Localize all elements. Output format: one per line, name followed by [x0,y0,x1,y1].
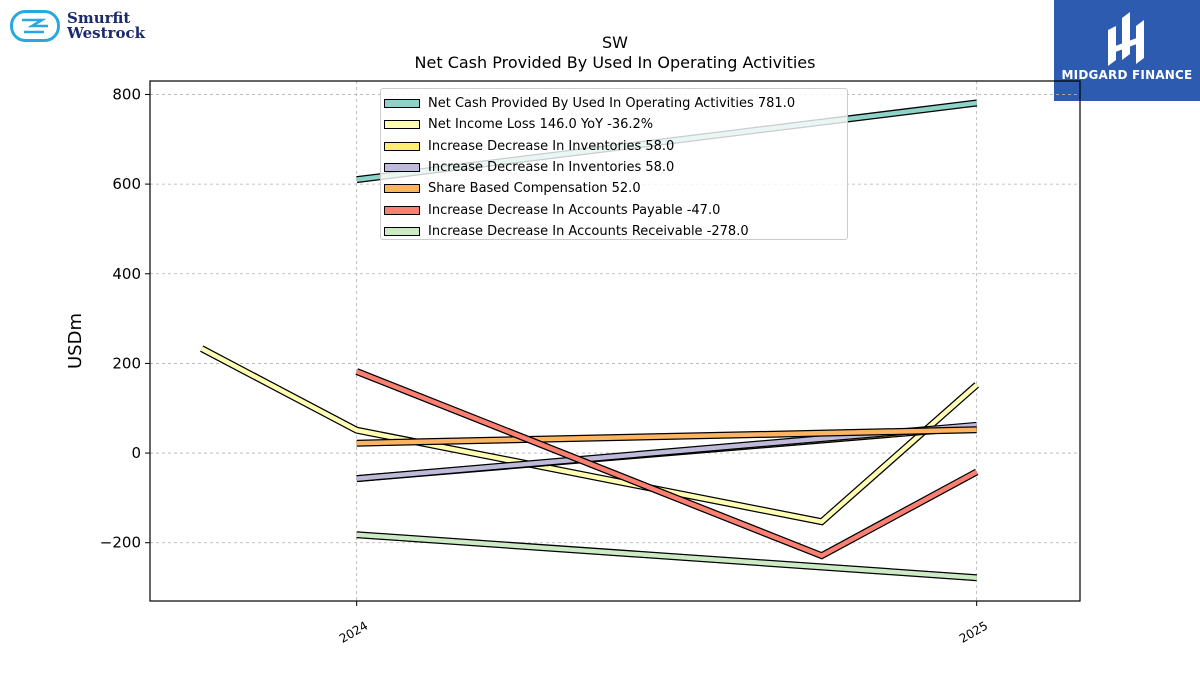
x-tick-label: 2025 [957,618,990,645]
chart-legend: Net Cash Provided By Used In Operating A… [380,88,848,240]
legend-label: Increase Decrease In Accounts Payable -4… [428,202,721,218]
plot-frame [149,80,1081,602]
series-line [355,368,979,560]
y-axis-label: USDm [65,313,86,369]
series-line-fill [356,427,977,446]
series-line-fill [356,532,977,580]
legend-swatch [384,205,420,215]
company-logo-line1: Smurfit [67,9,131,27]
brand-logo-text: MIDGARD FINANCE [1061,68,1193,82]
legend-label: Share Based Compensation 52.0 [428,181,641,197]
legend-swatch [384,120,420,130]
legend-swatch [384,184,420,194]
series-line [356,531,977,582]
y-tick-label: −200 [100,534,141,552]
y-tick-label: 400 [112,265,141,283]
company-logo-text: Smurfit Westrock [67,11,145,41]
legend-swatch [384,163,420,173]
legend-item: Share Based Compensation 52.0 [384,178,847,199]
y-tick-label: 800 [112,85,141,103]
legend-item: Net Cash Provided By Used In Operating A… [384,93,847,114]
legend-swatch [384,226,420,236]
legend-label: Net Income Loss 146.0 YoY -36.2% [428,117,654,133]
legend-label: Increase Decrease In Inventories 58.0 [428,160,675,176]
legend-item: Net Income Loss 146.0 YoY -36.2% [384,114,847,135]
chart-subtitle: Net Cash Provided By Used In Operating A… [414,53,816,72]
legend-item: Increase Decrease In Inventories 58.0 [384,157,847,178]
legend-label: Increase Decrease In Inventories 58.0 [428,138,675,154]
y-tick-label: 0 [131,444,141,462]
smurfit-westrock-logo-icon [10,10,60,42]
legend-item: Increase Decrease In Inventories 58.0 [384,136,847,157]
y-tick-label: 200 [112,354,141,372]
series-line [200,345,980,526]
legend-item: Increase Decrease In Accounts Payable -4… [384,199,847,220]
series-lines [200,99,980,582]
series-line-fill [355,369,978,559]
legend-label: Net Cash Provided By Used In Operating A… [428,96,796,112]
series-line [356,426,977,447]
brand-logo: MIDGARD FINANCE [1054,0,1200,101]
legend-swatch [384,141,420,151]
company-logo-line2: Westrock [67,24,145,42]
x-tick-label: 2024 [337,618,370,645]
legend-label: Increase Decrease In Accounts Receivable… [428,223,749,239]
midgard-finance-logo-icon [1108,12,1144,66]
y-tick-label: 600 [112,175,141,193]
company-logo: Smurfit Westrock [10,10,160,46]
series-line-fill [200,346,979,525]
chart-title: SW [602,33,628,52]
legend-swatch [384,99,420,109]
legend-item: Increase Decrease In Accounts Receivable… [384,221,847,242]
